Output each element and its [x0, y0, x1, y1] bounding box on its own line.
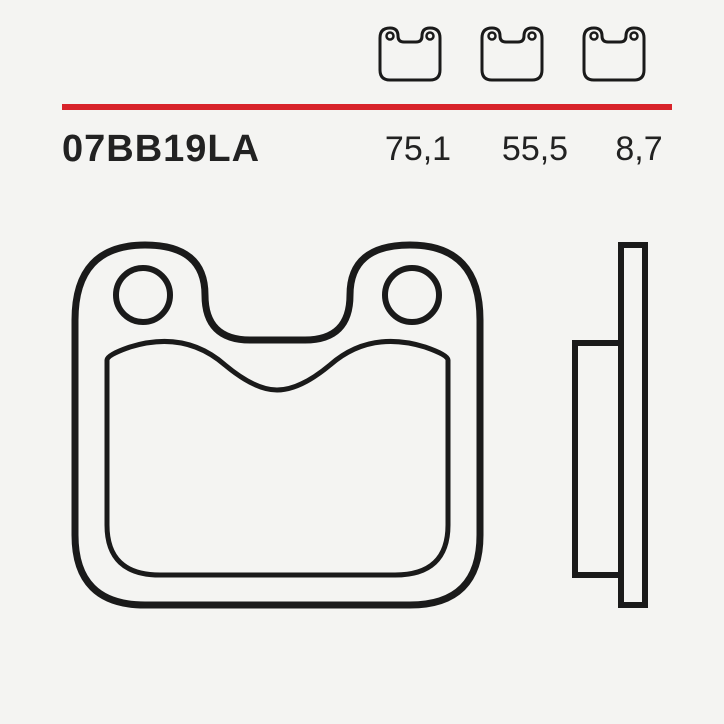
part-number: 07BB19LA — [62, 128, 260, 171]
dim-height: 55,5 — [495, 130, 575, 169]
dim-width: 75,1 — [378, 130, 458, 169]
pad-height-icon — [472, 22, 552, 86]
separator-line — [62, 104, 672, 110]
label-row: 07BB19LA — [62, 128, 672, 171]
dimension-icons-row — [370, 22, 654, 86]
pad-front-icon — [370, 22, 450, 86]
brake-pad-front-drawing — [45, 225, 510, 630]
spec-sheet: 07BB19LA 75,1 55,5 8,7 — [0, 0, 724, 724]
dim-thickness: 8,7 — [604, 130, 674, 169]
brake-pad-side-drawing — [555, 225, 665, 630]
pad-thickness-icon — [574, 22, 654, 86]
